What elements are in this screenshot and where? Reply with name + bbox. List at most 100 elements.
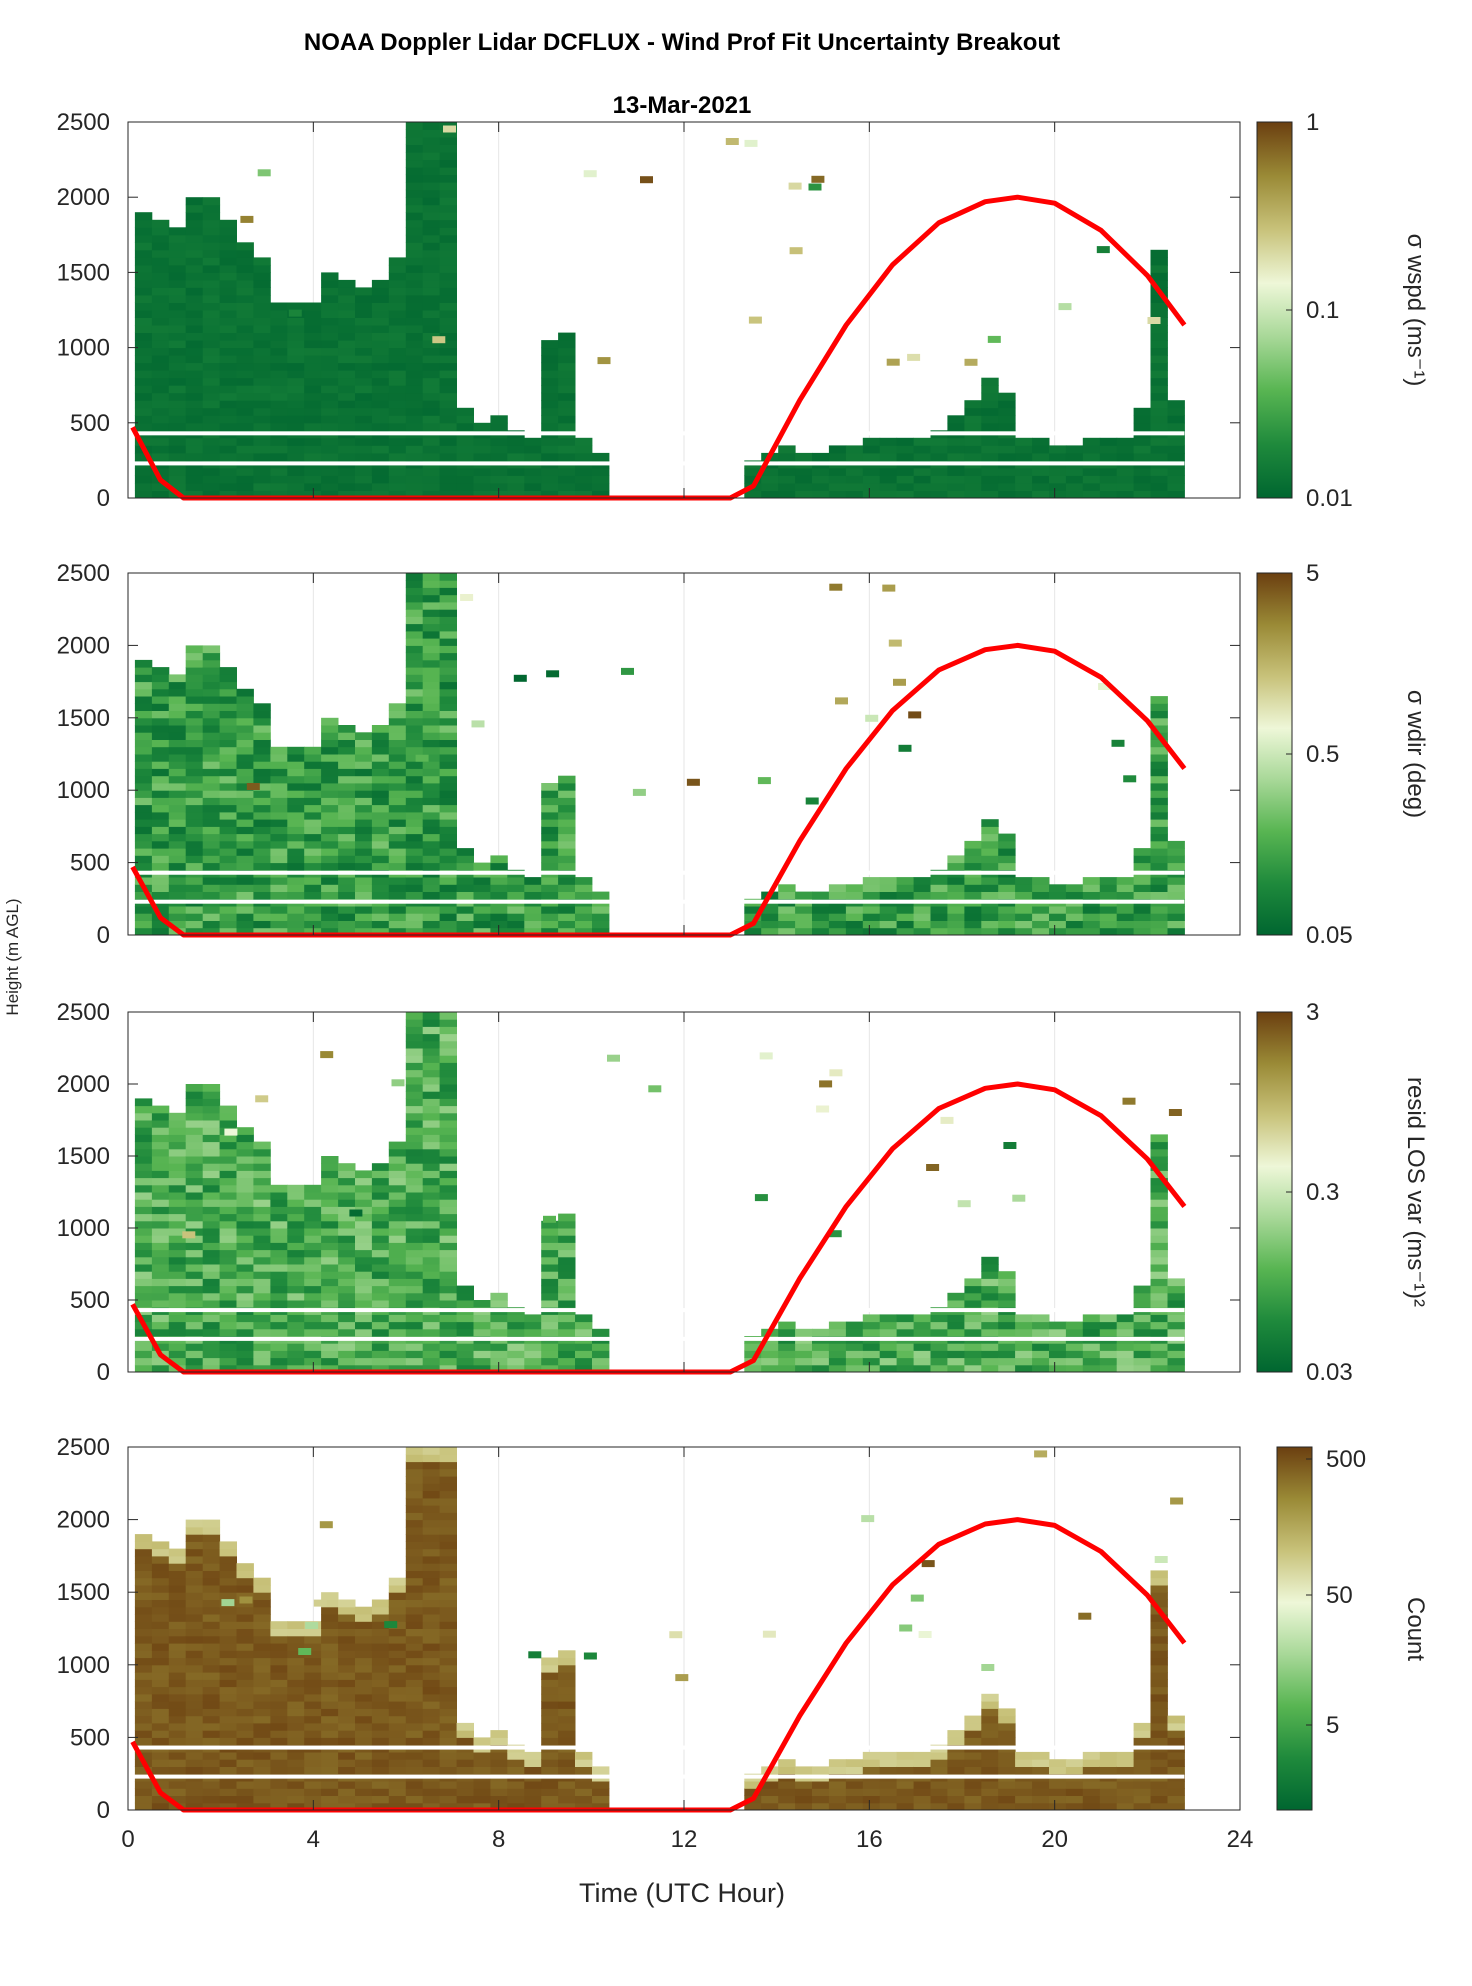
heatmap-cell (134, 1098, 153, 1107)
heatmap-cell (896, 1759, 914, 1767)
heatmap-cell (168, 1184, 187, 1193)
heatmap-cell (541, 1693, 559, 1702)
heatmap-cell (355, 1256, 373, 1265)
heatmap-cell (236, 913, 254, 921)
heatmap-cell (541, 377, 559, 386)
heatmap-cell (893, 678, 906, 686)
heatmap-cell (168, 257, 187, 266)
heatmap-cell (439, 1454, 457, 1463)
heatmap-cell (219, 840, 237, 849)
heatmap-cell (913, 1364, 931, 1373)
heatmap-cell (304, 775, 322, 784)
heatmap-cell (270, 415, 288, 424)
heatmap-cell (1133, 483, 1151, 491)
heatmap-cell (134, 732, 153, 740)
heatmap-cell (134, 1271, 153, 1279)
heatmap-cell (1015, 475, 1033, 484)
heatmap-cell (202, 287, 221, 296)
heatmap-cell (541, 1350, 559, 1359)
heatmap-cell (422, 1163, 441, 1171)
heatmap-cell (304, 1781, 322, 1789)
heatmap-cell (371, 790, 390, 798)
heatmap-cell (185, 317, 204, 326)
heatmap-cell (134, 437, 153, 446)
heatmap-cell (845, 920, 864, 929)
heatmap-cell (1150, 257, 1168, 266)
heatmap-cell (287, 833, 305, 842)
heatmap-cell (405, 392, 424, 401)
heatmap-cell (981, 1364, 999, 1373)
heatmap-cell (422, 1192, 441, 1200)
heatmap-cell (151, 1795, 170, 1804)
heatmap-cell (422, 927, 441, 936)
heatmap-cell (405, 197, 424, 206)
heatmap-cell (151, 746, 170, 755)
heatmap-cell (236, 1664, 254, 1673)
heatmap-cell (270, 1242, 288, 1251)
heatmap-cell (388, 862, 407, 871)
heatmap-cell (371, 340, 390, 349)
heatmap-cell (185, 804, 204, 813)
heatmap-cell (219, 1592, 237, 1600)
heatmap-cell (1167, 437, 1185, 446)
heatmap-cell (524, 445, 542, 454)
heatmap-cell (185, 1621, 204, 1629)
heatmap-cell (405, 264, 424, 273)
heatmap-cell (896, 467, 914, 476)
heatmap-cell (744, 927, 762, 936)
heatmap-cell (202, 696, 221, 704)
heatmap-cell (151, 783, 170, 791)
heatmap-cell (253, 490, 271, 499)
heatmap-cell (998, 1788, 1016, 1796)
heatmap-cell (134, 1148, 153, 1157)
heatmap-cell (947, 1300, 965, 1308)
heatmap-cell (185, 1328, 204, 1337)
heatmap-cell (270, 1249, 288, 1258)
heatmap-cell (422, 1040, 441, 1049)
heatmap-cell (439, 811, 457, 820)
heatmap-cell (592, 927, 610, 936)
heatmap-cell (168, 717, 187, 726)
heatmap-cell (422, 1033, 441, 1042)
heatmap-cell (405, 638, 424, 646)
heatmap-cell (879, 452, 898, 461)
heatmap-cell (439, 1526, 457, 1535)
heatmap-cell (270, 317, 288, 326)
heatmap-cell (405, 710, 424, 719)
heatmap-cell (219, 1120, 237, 1128)
heatmap-cell (355, 1235, 373, 1243)
heatmap-cell (371, 302, 390, 311)
heatmap-cell (202, 1141, 221, 1150)
heatmap-cell (862, 877, 881, 885)
heatmap-cell (202, 1802, 221, 1811)
heatmap-cell (253, 1650, 271, 1659)
heatmap-cell (185, 840, 204, 849)
heatmap-cell (371, 1321, 390, 1330)
heatmap-cell (371, 1781, 390, 1789)
heatmap-cell (405, 681, 424, 690)
heatmap-cell (134, 681, 153, 690)
heatmap-cell (185, 1206, 204, 1215)
heatmap-cell (558, 1300, 576, 1308)
heatmap-cell (575, 884, 593, 892)
heatmap-cell (355, 1199, 373, 1207)
heatmap-cell (168, 848, 187, 856)
heatmap-cell (422, 1592, 441, 1600)
heatmap-cell (405, 317, 424, 326)
heatmap-cell (422, 761, 441, 769)
heatmap-cell (219, 1730, 237, 1738)
heatmap-cell (151, 927, 170, 936)
heatmap-cell (761, 1802, 779, 1811)
heatmap-cell (1082, 906, 1101, 914)
heatmap-cell (439, 1534, 457, 1542)
heatmap-cell (388, 746, 407, 755)
heatmap-cell (439, 370, 457, 379)
heatmap-cell (1150, 717, 1168, 726)
heatmap-cell (1133, 855, 1151, 864)
heatmap-cell (981, 1701, 999, 1709)
heatmap-cell (219, 1751, 237, 1760)
heatmap-cell (168, 761, 187, 769)
heatmap-cell (371, 475, 390, 484)
heatmap-cell (168, 1163, 187, 1171)
heatmap-cell (236, 1751, 254, 1760)
